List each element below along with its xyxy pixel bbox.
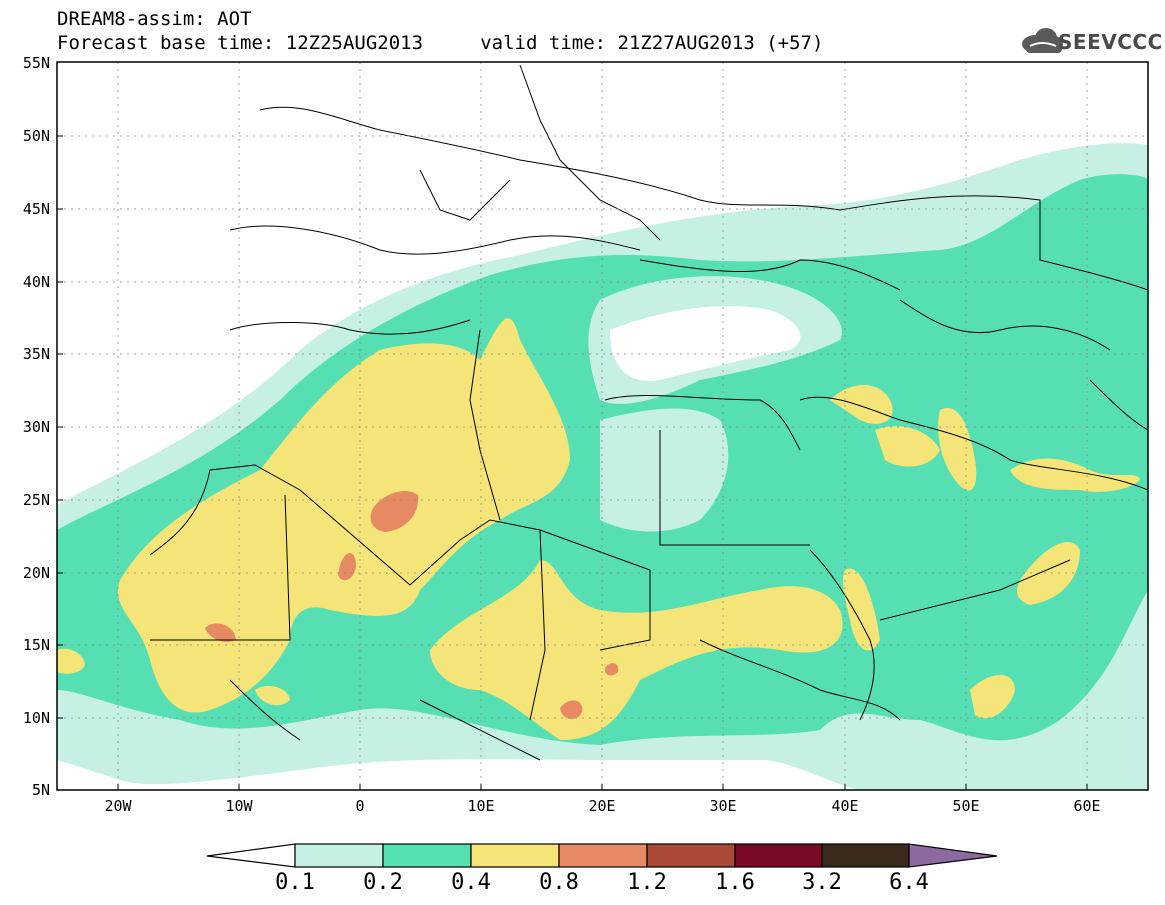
lat-label: 20N (22, 564, 50, 582)
lon-label: 40E (831, 797, 859, 815)
lat-label: 5N (31, 781, 50, 799)
colorbar-label: 1.2 (627, 870, 667, 895)
lat-label: 10N (22, 709, 50, 727)
colorbar-over-arrow (908, 843, 998, 868)
aot-level-0.4-arabia (830, 385, 1140, 719)
aot-level-0.8-e (604, 663, 619, 676)
colorbar-under-arrow (206, 843, 296, 868)
borders (149, 64, 1148, 761)
lat-label: 30N (22, 418, 50, 436)
colorbar-label: 6.4 (889, 870, 929, 895)
lon-label: 10W (225, 797, 253, 815)
aot-level-0.8-c (205, 623, 236, 642)
aot-level-0.4-sahel (430, 560, 843, 740)
colorbar-segment (734, 843, 823, 868)
lat-label: 35N (22, 345, 50, 363)
ticks (57, 135, 1088, 790)
colorbar-label: 1.6 (715, 870, 755, 895)
lon-label: 20W (104, 797, 132, 815)
colorbar-segment (382, 843, 472, 868)
aot-level-0.8-d (560, 700, 583, 720)
map-title: DREAM8-assim: AOT (57, 8, 252, 30)
logo-text: SEEVCCC (1058, 30, 1163, 54)
aot-ocean-clear (610, 306, 801, 381)
cloud-icon (1022, 28, 1063, 53)
lat-label: 40N (22, 273, 50, 291)
aot-level-0.8-a (370, 490, 419, 532)
lat-label: 15N (22, 636, 50, 654)
colorbar-segment (646, 843, 736, 868)
colorbar-label: 0.1 (275, 870, 315, 895)
colorbar-segment (294, 843, 384, 868)
forecast-time-line: Forecast base time: 12Z25AUG2013 valid t… (57, 32, 824, 54)
colorbar-segment (558, 843, 648, 868)
lon-label: 30E (709, 797, 737, 815)
grid (57, 62, 1148, 790)
lon-label: 60E (1073, 797, 1101, 815)
lon-label: 10E (467, 797, 495, 815)
aot-level-0.4-sahara (117, 318, 570, 713)
lon-label: 0 (355, 797, 365, 815)
aot-field (57, 143, 1148, 790)
lat-label: 45N (22, 200, 50, 218)
colorbar-label: 3.2 (802, 870, 842, 895)
lat-label: 50N (22, 127, 50, 145)
lat-label: 25N (22, 491, 50, 509)
colorbar-segment (821, 843, 910, 868)
colorbar-label: 0.4 (451, 870, 491, 895)
colorbar-label: 0.8 (539, 870, 579, 895)
lat-label: 55N (22, 54, 50, 72)
lon-label: 50E (952, 797, 980, 815)
colorbar-segment (470, 843, 560, 868)
aot-level-0.4-west (57, 648, 290, 706)
colorbar-label: 0.2 (363, 870, 403, 895)
aot-egypt-low (600, 408, 729, 532)
lon-label: 20E (588, 797, 616, 815)
seevccc-logo (1022, 28, 1063, 53)
